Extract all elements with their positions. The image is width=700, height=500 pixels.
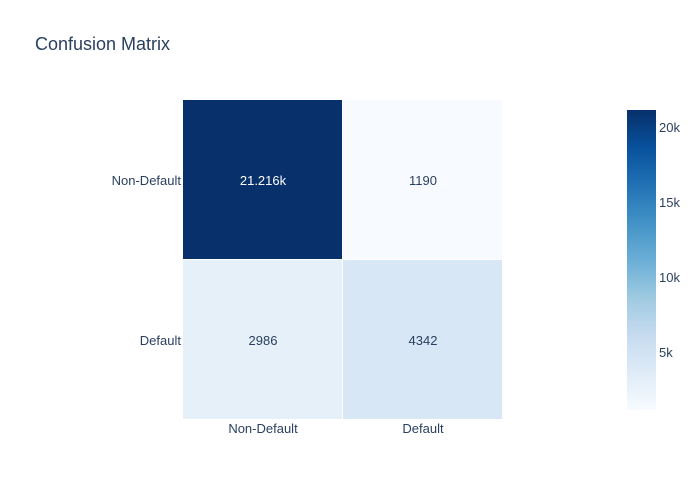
heatmap-cell xyxy=(343,260,502,419)
cell-value-label: 21.216k xyxy=(240,173,287,188)
y-tick-label: Default xyxy=(140,333,182,348)
colorbar-tick-label: 20k xyxy=(659,120,680,135)
colorbar-tick-label: 5k xyxy=(659,345,673,360)
x-axis: Non-Default Default xyxy=(228,421,444,436)
heatmap-cell xyxy=(343,100,502,259)
y-tick-label: Non-Default xyxy=(112,173,182,188)
cell-value-label: 1190 xyxy=(409,173,437,188)
x-tick-label: Non-Default xyxy=(228,421,298,436)
colorbar-tick-label: 15k xyxy=(659,195,680,210)
cell-value-label: 2986 xyxy=(249,333,278,348)
chart-title: Confusion Matrix xyxy=(35,34,170,54)
heatmap-cells xyxy=(183,100,502,419)
x-tick-label: Default xyxy=(402,421,444,436)
heatmap-cell xyxy=(183,100,342,259)
colorbar-gradient xyxy=(627,110,656,410)
colorbar-tick-label: 10k xyxy=(659,270,680,285)
cell-labels: 21.216k 1190 2986 4342 xyxy=(240,173,438,348)
cell-value-label: 4342 xyxy=(409,333,438,348)
y-axis: Non-Default Default xyxy=(112,173,182,348)
colorbar: 5k 10k 15k 20k xyxy=(627,110,680,410)
heatmap-cell xyxy=(183,260,342,419)
